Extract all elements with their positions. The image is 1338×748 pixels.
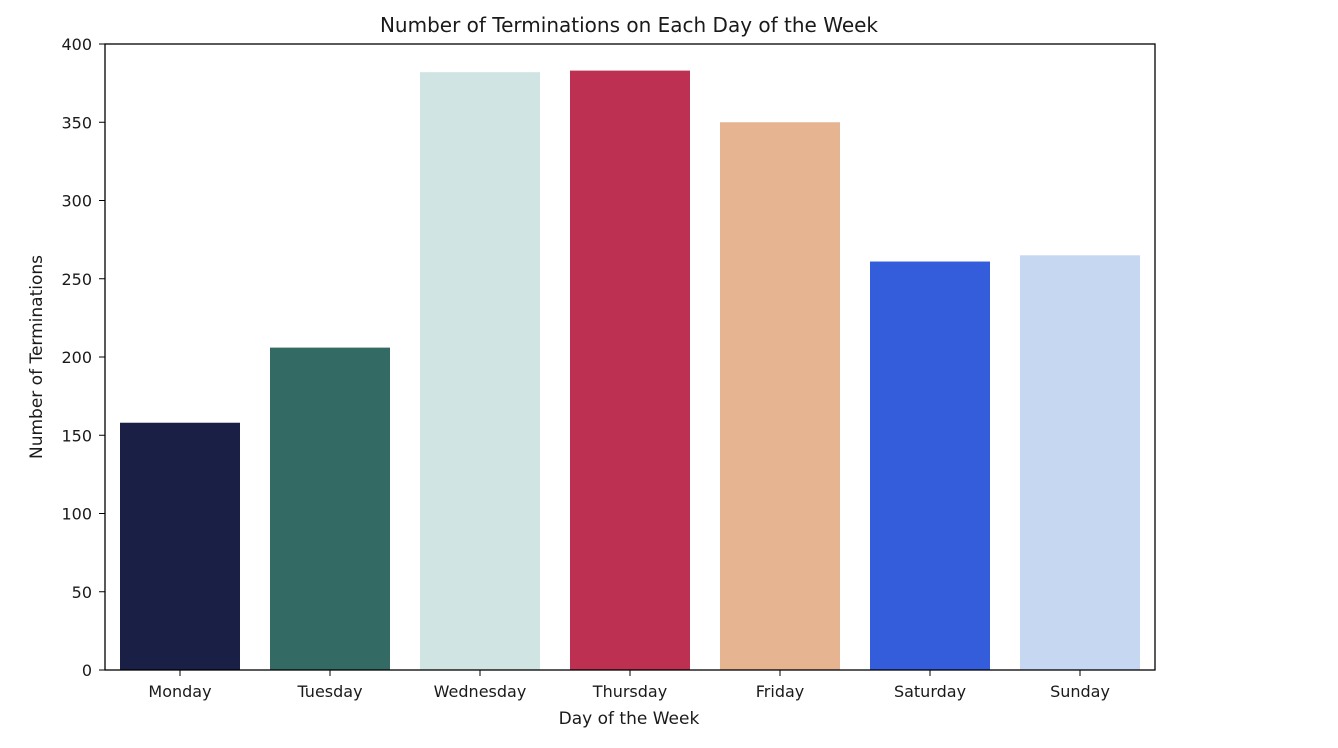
y-tick-label: 250: [61, 270, 92, 289]
y-tick-label: 50: [72, 583, 92, 602]
x-axis-label: Day of the Week: [559, 709, 700, 729]
y-axis-label: Number of Terminations: [27, 255, 47, 459]
y-tick-label: 200: [61, 348, 92, 367]
x-tick-label: Saturday: [894, 682, 966, 701]
bar-sunday: [1020, 255, 1140, 670]
x-axis: Monday Tuesday Wednesday Thursday Friday Satu…: [148, 670, 1110, 701]
chart-title: Number of Terminations on Each Day of th…: [380, 13, 878, 37]
x-tick-label: Monday: [148, 682, 211, 701]
x-tick-label: Tuesday: [296, 682, 362, 701]
y-tick-label: 350: [61, 113, 92, 132]
bar-tuesday: [270, 347, 390, 670]
y-tick-label: 400: [61, 35, 92, 54]
x-tick-label: Thursday: [592, 682, 667, 701]
bar-friday: [720, 122, 840, 670]
x-tick-label: Friday: [756, 682, 805, 701]
y-tick-label: 100: [61, 505, 92, 524]
x-tick-label: Sunday: [1050, 682, 1110, 701]
bar-saturday: [870, 261, 990, 670]
y-tick-label: 300: [61, 192, 92, 211]
bar-thursday: [570, 70, 690, 671]
bar-wednesday: [420, 72, 540, 671]
bar-monday: [120, 422, 240, 670]
plot-frame: [104, 43, 1156, 671]
bars-group: [120, 70, 1140, 671]
y-axis: 0 50 100 150 200 250 300 350 400: [61, 35, 105, 680]
y-tick-label: 0: [82, 661, 92, 680]
y-tick-label: 150: [61, 426, 92, 445]
x-tick-label: Wednesday: [434, 682, 527, 701]
